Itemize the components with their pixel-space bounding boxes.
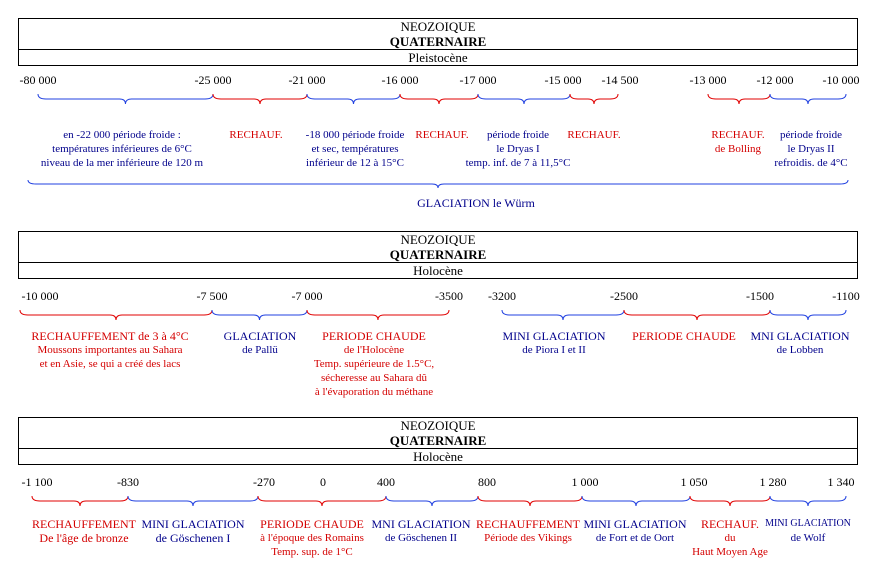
tick-label: -25 000 [194, 73, 232, 87]
period-brace [306, 309, 450, 321]
period-text: PERIODE CHAUDE [632, 329, 736, 343]
period-text: RECHAUF. [229, 129, 283, 141]
tick-label: 1 000 [571, 475, 599, 489]
period-text: RECHAUF. [567, 129, 621, 141]
period-text: MNI GLACIATION de Göschenen II [371, 517, 471, 544]
period-brace [477, 495, 583, 507]
era-label: NEOZOIQUE [400, 418, 476, 433]
tick-label: -1100 [832, 289, 860, 303]
period-text: RECHAUF. du Haut Moyen Age [692, 517, 768, 558]
period-label: QUATERNAIRE [389, 433, 487, 448]
period-text: GLACIATION de Pallü [223, 329, 297, 356]
tick-label: -14 500 [601, 73, 639, 87]
period-brace [127, 495, 259, 507]
period-brace [257, 495, 387, 507]
tick-label: -10 000 [21, 289, 59, 303]
period-brace [306, 93, 401, 105]
tick-label: -12 000 [756, 73, 794, 87]
period-text: RECHAUFFEMENT de 3 à 4°C Moussons importa… [31, 329, 189, 370]
tick-label: -2500 [610, 289, 638, 303]
section2-header: NEOZOIQUE QUATERNAIRE Holocène [18, 231, 858, 279]
tick-label: -17 000 [459, 73, 497, 87]
period-brace [689, 495, 771, 507]
period-text: MINI GLACIATION de Wolf [765, 518, 851, 544]
period-brace [31, 495, 129, 507]
tick-label: 800 [478, 475, 496, 489]
section3-header: NEOZOIQUE QUATERNAIRE Holocène [18, 417, 858, 465]
period-brace [769, 495, 847, 507]
period-brace [37, 93, 214, 105]
tick-label: 1 340 [827, 475, 855, 489]
tick-label: -270 [253, 475, 275, 489]
period-text: PERIODE CHAUDE de l'Holocène Temp. supérie… [313, 329, 435, 398]
tick-label: -3200 [488, 289, 516, 303]
period-text: RECHAUF. [415, 129, 469, 141]
period-label: QUATERNAIRE [389, 247, 487, 262]
tick-label: 1 050 [680, 475, 708, 489]
tick-label: 0 [320, 475, 326, 489]
tick-label: -3500 [435, 289, 463, 303]
period-brace [399, 93, 479, 105]
period-text: MINI GLACIATION de Piora I et II [502, 329, 606, 356]
period-label: QUATERNAIRE [389, 34, 487, 49]
section1-header: NEOZOIQUE QUATERNAIRE Pleistocène [18, 18, 858, 66]
epoch-label: Pleistocène [19, 49, 857, 65]
tick-label: -21 000 [288, 73, 326, 87]
period-brace [477, 93, 571, 105]
period-text: MINI GLACIATION de Fort et de Oort [583, 517, 687, 544]
period-brace [769, 309, 847, 321]
period-brace [769, 93, 847, 105]
period-text: MNI GLACIATION de Lobben [750, 329, 850, 356]
period-brace [707, 93, 771, 105]
period-brace [569, 93, 619, 105]
tick-label: -16 000 [381, 73, 419, 87]
tick-label: -1 100 [21, 475, 53, 489]
tick-label: -7 000 [291, 289, 323, 303]
period-text: -18 000 période froide et sec, températur… [305, 129, 405, 169]
era-label: NEOZOIQUE [400, 19, 476, 34]
period-text: période froide le Dryas II refroidis. de 4… [774, 129, 848, 169]
era-label: NEOZOIQUE [400, 232, 476, 247]
epoch-label: Holocène [19, 448, 857, 464]
period-brace [211, 309, 308, 321]
period-text: MINI GLACIATION de Göschenen I [141, 517, 245, 545]
period-brace [501, 309, 625, 321]
tick-label: -10 000 [822, 73, 860, 87]
period-text: PERIODE CHAUDE à l'époque des Romains Temp… [260, 517, 364, 558]
period-brace [623, 309, 771, 321]
glaciation-wurm-label: GLACIATION le Würm [417, 196, 535, 210]
period-brace [27, 179, 849, 189]
period-brace [19, 309, 213, 321]
period-brace [581, 495, 691, 507]
period-text: RECHAUFFEMENT Période des Vikings [475, 517, 581, 544]
tick-label: -1500 [746, 289, 774, 303]
epoch-label: Holocène [19, 262, 857, 278]
period-text: RECHAUF. de Bolling [711, 129, 765, 155]
tick-label: -830 [117, 475, 139, 489]
period-brace [212, 93, 308, 105]
tick-label: -7 500 [196, 289, 228, 303]
tick-label: -15 000 [544, 73, 582, 87]
period-text: RECHAUFFEMENT De l'âge de bronze [31, 517, 137, 545]
tick-label: -80 000 [19, 73, 57, 87]
period-brace [385, 495, 479, 507]
period-text: en -22 000 période froide : températures … [40, 129, 204, 169]
tick-label: 1 280 [759, 475, 787, 489]
tick-label: -13 000 [689, 73, 727, 87]
tick-label: 400 [377, 475, 395, 489]
